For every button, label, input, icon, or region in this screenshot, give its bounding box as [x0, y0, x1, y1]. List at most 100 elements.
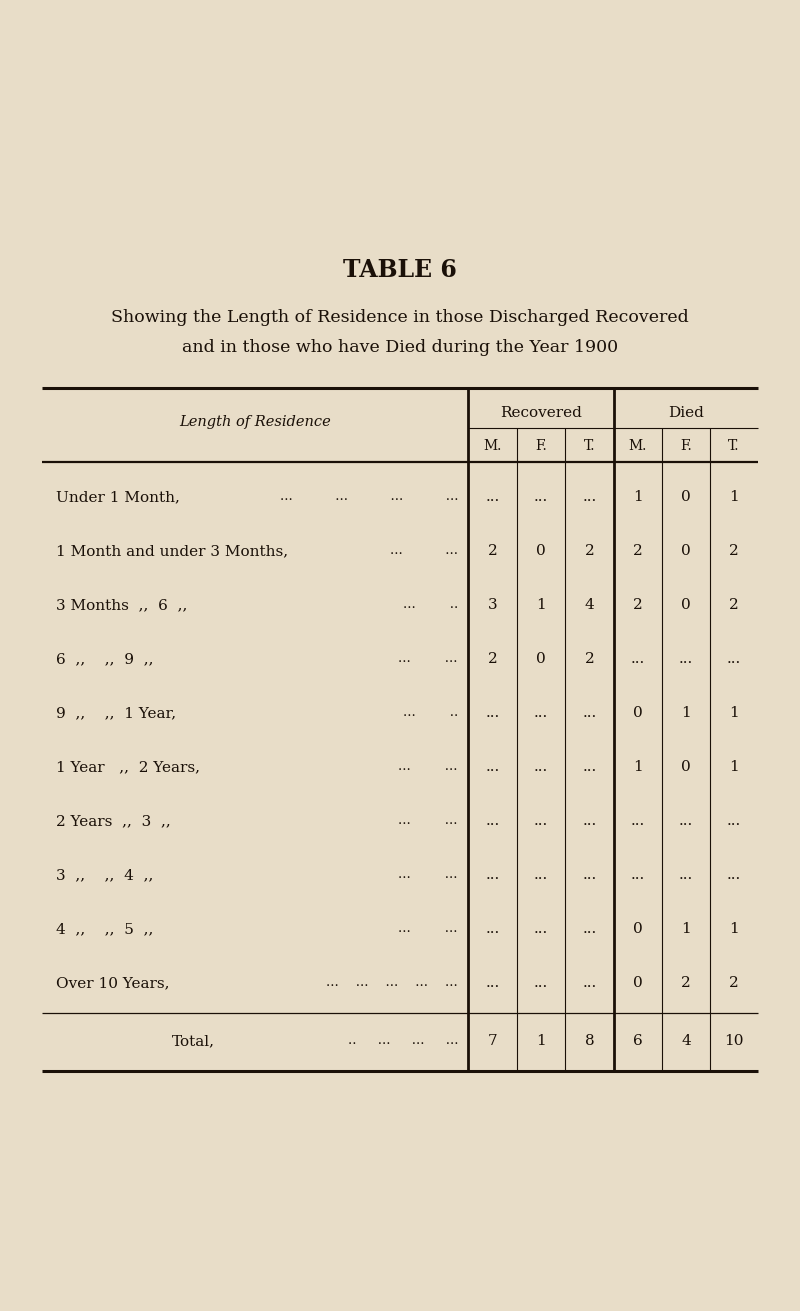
- Text: 0: 0: [681, 598, 691, 612]
- Text: 3 Months  ,,  6  ,,: 3 Months ,, 6 ,,: [56, 598, 187, 612]
- Text: ...: ...: [534, 490, 548, 503]
- Text: ...: ...: [486, 490, 499, 503]
- Text: 0: 0: [633, 922, 643, 936]
- Text: Over 10 Years,: Over 10 Years,: [56, 975, 170, 990]
- Text: 4: 4: [585, 598, 594, 612]
- Text: ...: ...: [631, 652, 645, 666]
- Text: ...          ...          ...          ...: ... ... ... ...: [279, 490, 458, 503]
- Text: 2: 2: [681, 975, 691, 990]
- Text: 2: 2: [585, 652, 594, 666]
- Text: Recovered: Recovered: [500, 406, 582, 420]
- Text: ...: ...: [486, 814, 499, 829]
- Text: 4  ,,    ,,  5  ,,: 4 ,, ,, 5 ,,: [56, 922, 154, 936]
- Text: 9  ,,    ,,  1 Year,: 9 ,, ,, 1 Year,: [56, 707, 176, 720]
- Text: ...        ..: ... ..: [402, 707, 458, 720]
- Text: ...: ...: [582, 707, 597, 720]
- Text: ...: ...: [486, 707, 499, 720]
- Text: 1: 1: [536, 598, 546, 612]
- Text: ...: ...: [679, 652, 693, 666]
- Text: Total,: Total,: [172, 1034, 215, 1047]
- Text: 1 Year   ,,  2 Years,: 1 Year ,, 2 Years,: [56, 760, 200, 773]
- Text: T.: T.: [728, 439, 740, 454]
- Text: 0: 0: [633, 975, 643, 990]
- Text: M.: M.: [629, 439, 647, 454]
- Text: 2: 2: [729, 544, 739, 558]
- Text: 1: 1: [681, 707, 691, 720]
- Text: 1: 1: [729, 760, 739, 773]
- Text: 0: 0: [536, 652, 546, 666]
- Text: 2: 2: [633, 544, 643, 558]
- Text: F.: F.: [680, 439, 692, 454]
- Text: 10: 10: [724, 1034, 744, 1047]
- Text: ..     ...     ...     ...: .. ... ... ...: [347, 1034, 458, 1047]
- Text: 1: 1: [633, 760, 643, 773]
- Text: ...        ..: ... ..: [402, 599, 458, 611]
- Text: ...: ...: [534, 868, 548, 882]
- Text: 1: 1: [536, 1034, 546, 1047]
- Text: ...        ...: ... ...: [398, 760, 458, 773]
- Text: ...        ...: ... ...: [398, 653, 458, 666]
- Text: 4: 4: [681, 1034, 691, 1047]
- Text: ...: ...: [582, 922, 597, 936]
- Text: ...: ...: [727, 868, 741, 882]
- Text: ...: ...: [727, 652, 741, 666]
- Text: ...: ...: [486, 760, 499, 773]
- Text: 2: 2: [633, 598, 643, 612]
- Text: 6: 6: [633, 1034, 643, 1047]
- Text: 2: 2: [729, 975, 739, 990]
- Text: Died: Died: [668, 406, 704, 420]
- Text: F.: F.: [535, 439, 547, 454]
- Text: 0: 0: [681, 544, 691, 558]
- Text: ...: ...: [534, 975, 548, 990]
- Text: T.: T.: [584, 439, 595, 454]
- Text: ...    ...    ...    ...    ...: ... ... ... ... ...: [326, 977, 458, 990]
- Text: ...: ...: [534, 707, 548, 720]
- Text: TABLE 6: TABLE 6: [343, 258, 457, 282]
- Text: 1 Month and under 3 Months,: 1 Month and under 3 Months,: [56, 544, 288, 558]
- Text: ...: ...: [582, 868, 597, 882]
- Text: ...        ...: ... ...: [398, 814, 458, 827]
- Text: 2: 2: [487, 652, 498, 666]
- Text: 2 Years  ,,  3  ,,: 2 Years ,, 3 ,,: [56, 814, 170, 829]
- Text: ...: ...: [534, 922, 548, 936]
- Text: 2: 2: [729, 598, 739, 612]
- Text: 1: 1: [633, 490, 643, 503]
- Text: ...: ...: [582, 760, 597, 773]
- Text: ...: ...: [631, 814, 645, 829]
- Text: Showing the Length of Residence in those Discharged Recovered: Showing the Length of Residence in those…: [111, 309, 689, 326]
- Text: 0: 0: [681, 490, 691, 503]
- Text: 8: 8: [585, 1034, 594, 1047]
- Text: ...: ...: [534, 760, 548, 773]
- Text: 1: 1: [729, 707, 739, 720]
- Text: and in those who have Died during the Year 1900: and in those who have Died during the Ye…: [182, 340, 618, 357]
- Text: ...: ...: [631, 868, 645, 882]
- Text: ...        ...: ... ...: [398, 923, 458, 936]
- Text: 0: 0: [536, 544, 546, 558]
- Text: ...        ...: ... ...: [398, 868, 458, 881]
- Text: M.: M.: [483, 439, 502, 454]
- Text: 1: 1: [681, 922, 691, 936]
- Text: Length of Residence: Length of Residence: [179, 416, 331, 429]
- Text: 7: 7: [487, 1034, 497, 1047]
- Text: 6  ,,    ,,  9  ,,: 6 ,, ,, 9 ,,: [56, 652, 154, 666]
- Text: ...: ...: [679, 868, 693, 882]
- Text: ...          ...: ... ...: [390, 544, 458, 557]
- Text: ...: ...: [486, 868, 499, 882]
- Text: 2: 2: [585, 544, 594, 558]
- Text: ...: ...: [727, 814, 741, 829]
- Text: 0: 0: [681, 760, 691, 773]
- Text: ...: ...: [582, 490, 597, 503]
- Text: ...: ...: [582, 814, 597, 829]
- Text: 2: 2: [487, 544, 498, 558]
- Text: 1: 1: [729, 490, 739, 503]
- Text: ...: ...: [582, 975, 597, 990]
- Text: 0: 0: [633, 707, 643, 720]
- Text: 1: 1: [729, 922, 739, 936]
- Text: ...: ...: [486, 922, 499, 936]
- Text: ...: ...: [534, 814, 548, 829]
- Text: Under 1 Month,: Under 1 Month,: [56, 490, 180, 503]
- Text: ...: ...: [679, 814, 693, 829]
- Text: 3: 3: [487, 598, 497, 612]
- Text: 3  ,,    ,,  4  ,,: 3 ,, ,, 4 ,,: [56, 868, 154, 882]
- Text: ...: ...: [486, 975, 499, 990]
